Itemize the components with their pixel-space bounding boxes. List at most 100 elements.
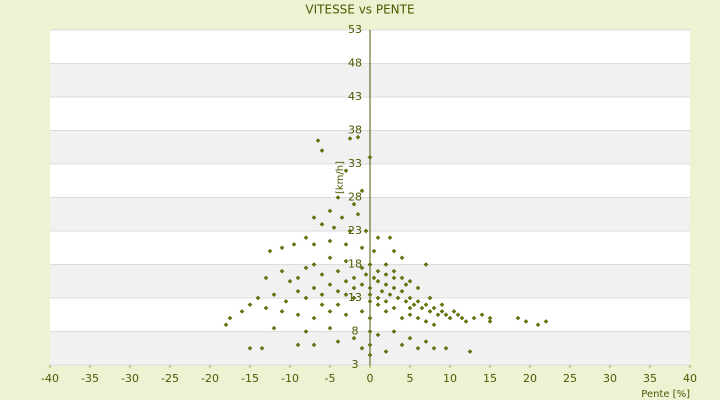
data-point: [363, 272, 369, 277]
data-point: [367, 298, 373, 304]
data-point: [335, 268, 341, 274]
data-point: [523, 319, 529, 324]
y-tick-label: 8: [352, 325, 359, 338]
x-tick-label: 35: [643, 372, 657, 385]
x-tick-label: -20: [201, 372, 219, 385]
data-point: [415, 315, 421, 321]
x-tick-label: -30: [121, 372, 139, 385]
data-point: [415, 285, 421, 291]
data-point: [407, 335, 413, 341]
data-point: [427, 295, 433, 301]
data-point: [391, 329, 397, 334]
x-tick-label: -35: [81, 372, 99, 385]
data-point: [451, 309, 457, 314]
y-tick-label: 3: [352, 358, 359, 371]
data-point: [359, 245, 365, 251]
data-point: [255, 295, 261, 301]
data-point: [435, 312, 441, 318]
data-point: [431, 322, 437, 328]
y-tick-label: 33: [348, 157, 362, 170]
data-point: [359, 282, 365, 287]
x-tick-label: 30: [603, 372, 617, 385]
data-point: [291, 242, 297, 247]
data-point: [279, 268, 285, 274]
data-point: [363, 228, 369, 234]
data-point: [439, 302, 445, 308]
data-point: [407, 312, 413, 318]
data-point: [431, 345, 437, 351]
data-point: [263, 275, 269, 281]
data-point: [331, 225, 337, 231]
data-point: [359, 309, 365, 314]
data-point: [247, 302, 253, 308]
data-point: [459, 315, 465, 321]
x-tick-label: -25: [161, 372, 179, 385]
data-point: [423, 319, 429, 324]
data-point: [515, 315, 521, 321]
x-tick-label: 10: [443, 372, 457, 385]
data-point: [367, 352, 373, 358]
data-point: [375, 278, 381, 284]
data-point: [311, 342, 317, 348]
data-point: [399, 342, 405, 348]
data-point: [383, 298, 389, 304]
data-point: [391, 268, 397, 274]
data-point: [399, 315, 405, 321]
data-point: [391, 305, 397, 311]
data-point: [295, 275, 301, 281]
data-point: [479, 312, 485, 318]
data-point: [367, 154, 373, 160]
y-tick-label: 48: [348, 57, 362, 70]
data-point: [319, 148, 325, 153]
data-point: [463, 319, 469, 324]
data-point: [295, 342, 301, 348]
data-point: [387, 235, 393, 241]
data-point: [351, 295, 357, 301]
data-point: [303, 295, 309, 301]
data-point: [343, 258, 349, 264]
data-point: [387, 292, 393, 298]
data-point: [399, 255, 405, 261]
data-point: [359, 265, 365, 271]
data-point: [375, 295, 381, 301]
data-point: [295, 288, 301, 294]
data-point: [343, 312, 349, 318]
data-point: [311, 215, 317, 220]
data-point: [343, 278, 349, 284]
data-point: [375, 302, 381, 308]
data-point: [391, 285, 397, 291]
data-point: [375, 332, 381, 338]
data-point: [415, 298, 421, 304]
data-point: [327, 208, 333, 214]
data-point: [383, 349, 389, 354]
data-point: [447, 315, 453, 321]
data-point: [383, 272, 389, 277]
data-point: [223, 322, 229, 328]
data-point: [271, 325, 277, 331]
data-point: [295, 312, 301, 318]
data-point: [327, 282, 333, 287]
x-tick-label: 40: [683, 372, 697, 385]
data-point: [423, 262, 429, 267]
data-point: [335, 195, 341, 200]
data-point: [427, 309, 433, 314]
data-point: [343, 168, 349, 174]
x-tick-label: 20: [523, 372, 537, 385]
data-point: [407, 295, 413, 301]
data-point: [455, 312, 461, 318]
data-point: [383, 262, 389, 267]
data-point: [423, 302, 429, 308]
data-point: [319, 272, 325, 277]
data-point: [407, 278, 413, 284]
data-point: [311, 315, 317, 321]
data-point: [375, 268, 381, 274]
data-point: [327, 325, 333, 331]
data-point: [327, 238, 333, 244]
data-point: [535, 322, 541, 328]
data-point: [487, 319, 493, 324]
data-point: [399, 275, 405, 281]
data-point: [383, 309, 389, 314]
data-point: [311, 242, 317, 247]
x-tick-label: -5: [325, 372, 336, 385]
data-point: [371, 275, 377, 281]
